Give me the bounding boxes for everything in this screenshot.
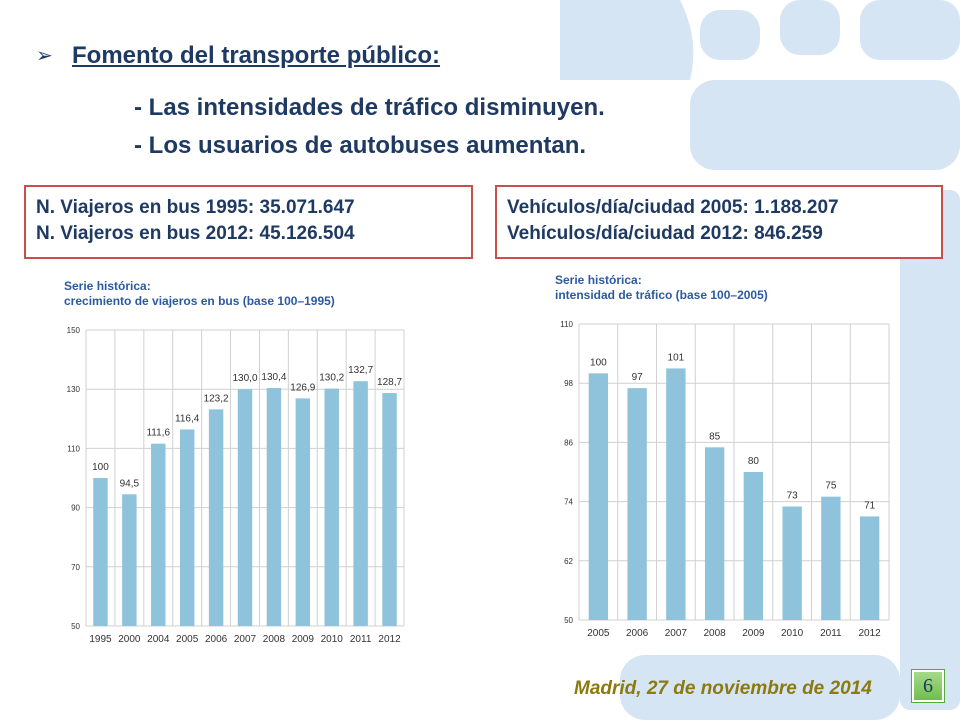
traffic-x-tick-label: 2011 [820,628,842,639]
bus-passengers-1995: N. Viajeros en bus 1995: 35.071.647 [36,197,355,218]
bus-x-tick-label: 2007 [234,634,257,645]
traffic-intensity-bar-chart: Serie histórica:intensidad de tráfico (b… [555,273,890,639]
bus-x-tick-label: 2005 [176,634,199,645]
traffic-data-label: 85 [709,431,721,442]
bus-bar [295,398,311,626]
footer-date: Madrid, 27 de noviembre de 2014 [574,678,872,699]
traffic-x-tick-label: 2006 [626,628,649,639]
bus-data-label: 126,9 [290,382,315,393]
bus-passengers-2012: N. Viajeros en bus 2012: 45.126.504 [36,223,355,244]
traffic-data-label: 97 [632,372,644,383]
traffic-data-label: 101 [668,352,685,363]
traffic-bar [782,506,802,620]
bus-data-label: 123,2 [204,393,229,404]
bus-x-tick-label: 2012 [378,634,401,645]
traffic-bar [704,447,725,620]
traffic-bar [666,368,686,620]
bus-passengers-box: N. Viajeros en bus 1995: 35.071.647 N. V… [24,185,473,259]
traffic-chart-title: Serie histórica: [555,273,642,287]
vehicles-per-day-2005: Vehículos/día/ciudad 2005: 1.188.207 [507,197,839,218]
page-number-badge: 6 [912,670,944,702]
traffic-y-tick-label: 98 [564,379,573,388]
vehicles-per-day-2012: Vehículos/día/ciudad 2012: 846.259 [507,223,823,244]
bus-data-label: 94,5 [120,478,140,489]
traffic-x-tick-label: 2012 [859,628,882,639]
chart-panel-traffic-intensity: Serie histórica: intensidad de tráfico (b… [535,266,895,650]
bus-data-label: 130,2 [319,373,344,384]
bus-data-label: 132,7 [348,365,373,376]
bus-x-tick-label: 2006 [205,634,228,645]
bus-y-tick-label: 130 [67,385,81,394]
traffic-y-tick-label: 62 [564,557,573,566]
traffic-x-tick-label: 2009 [742,628,765,639]
bus-data-label: 111,6 [146,428,170,439]
bus-data-label: 100 [92,462,109,473]
bus-x-tick-label: 2011 [350,634,372,645]
bus-bar [122,494,137,626]
arrow-bullet-icon: ➢ [36,45,53,67]
bus-y-tick-label: 90 [71,504,80,513]
traffic-bar [627,388,647,620]
traffic-y-tick-label: 110 [560,320,573,329]
bus-data-label: 116,4 [175,413,200,424]
bus-x-tick-label: 2000 [118,634,141,645]
traffic-x-tick-label: 2005 [587,628,610,639]
bus-data-label: 130,4 [261,372,286,383]
traffic-bar [859,516,880,620]
traffic-x-tick-label: 2008 [704,628,727,639]
bus-chart-title: Serie histórica: [64,279,151,293]
traffic-data-label: 71 [864,500,876,511]
bus-bar [237,389,253,626]
bus-bar [179,429,195,626]
bus-bar [353,381,368,626]
traffic-data-label: 73 [787,491,799,502]
bus-chart-subtitle: crecimiento de viajeros en bus (base 100… [64,294,335,308]
bus-x-tick-label: 2004 [147,634,170,645]
traffic-chart-subtitle: intensidad de tráfico (base 100–2005) [555,288,768,302]
bus-data-label: 130,0 [232,373,257,384]
bus-passengers-bar-chart: Serie histórica:crecimiento de viajeros … [64,279,405,645]
bus-x-tick-label: 2010 [321,634,344,645]
chart-panel-bus-passengers: Serie histórica: crecimiento de viajeros … [30,266,422,650]
bus-bar [382,393,397,626]
bus-bar [266,388,282,626]
vehicles-per-day-box: Vehículos/día/ciudad 2005: 1.188.207 Veh… [495,185,943,259]
point-traffic-decrease: - Las intensidades de tráfico disminuyen… [134,94,605,121]
traffic-x-tick-label: 2007 [665,628,688,639]
bus-bar [151,443,166,626]
bus-bar [208,409,224,626]
traffic-data-label: 100 [590,357,607,368]
slide-title-colon: : [432,42,441,69]
bus-bar [324,388,339,626]
traffic-data-label: 75 [825,481,837,492]
traffic-bar [821,496,841,620]
traffic-data-label: 80 [748,456,760,467]
slide-title: Fomento del transporte público: [72,42,440,70]
traffic-y-tick-label: 50 [564,616,573,625]
traffic-bar [588,373,609,620]
traffic-y-tick-label: 74 [564,498,573,507]
slide-title-text: Fomento del transporte público [72,42,433,69]
bus-y-tick-label: 150 [67,326,81,335]
point-bus-users-increase: - Los usuarios de autobuses aumentan. [134,132,587,159]
bus-data-label: 128,7 [377,377,402,388]
traffic-x-tick-label: 2010 [781,628,804,639]
bus-x-tick-label: 1995 [89,634,112,645]
bus-bar [93,478,108,626]
bus-x-tick-label: 2009 [292,634,315,645]
traffic-bar [743,472,764,620]
bus-y-tick-label: 70 [71,563,80,572]
bus-y-tick-label: 110 [67,444,80,453]
bus-y-tick-label: 50 [71,622,80,631]
traffic-y-tick-label: 86 [564,438,573,447]
bus-x-tick-label: 2008 [263,634,286,645]
